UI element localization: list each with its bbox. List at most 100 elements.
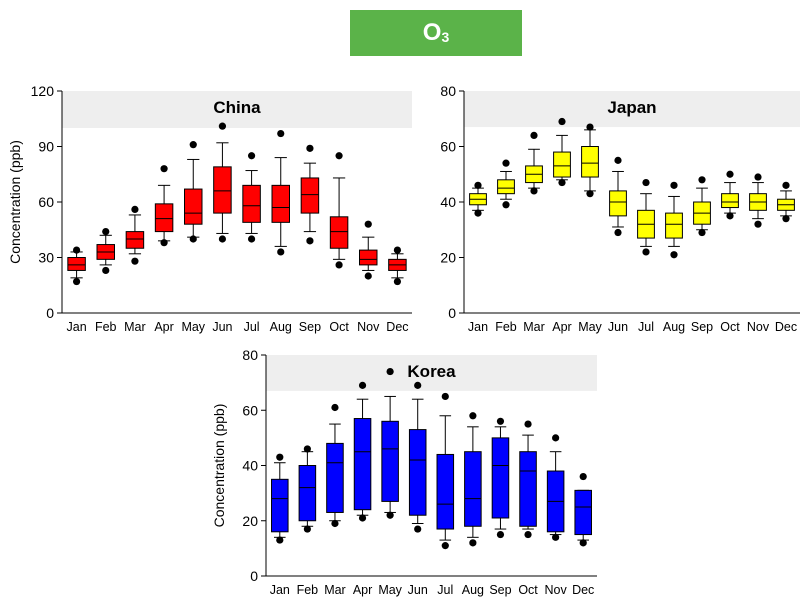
outlier-point [670, 251, 678, 259]
outlier-point [502, 159, 510, 167]
box-iqr [353, 418, 372, 511]
box-jun [609, 156, 627, 237]
outlier-point [474, 209, 482, 217]
box-nov [359, 220, 378, 280]
outlier-point [131, 257, 139, 265]
box-nov [749, 173, 767, 228]
outlier-point [306, 237, 314, 245]
outlier-point [335, 261, 343, 269]
box-iqr [408, 429, 427, 516]
outlier-point [469, 539, 477, 547]
x-tick-label: Sep [489, 583, 511, 597]
x-tick-label: Apr [353, 583, 372, 597]
outlier-point [331, 519, 339, 528]
outlier-point [277, 248, 285, 256]
box-iqr [574, 489, 592, 536]
x-tick-label: Dec [775, 320, 797, 334]
box-iqr [154, 203, 174, 233]
pollutant-subscript: 3 [441, 29, 450, 45]
x-tick-label: May [181, 320, 205, 334]
x-tick-label: Oct [329, 320, 349, 334]
outlier-point [579, 539, 587, 547]
outlier-point [306, 144, 314, 152]
outlier-point [218, 235, 227, 243]
outlier-point [670, 181, 678, 189]
box-iqr [491, 437, 510, 519]
x-tick-label: Nov [747, 320, 770, 334]
chart-title: China [213, 98, 261, 117]
box-may [184, 141, 203, 243]
outlier-point [614, 228, 622, 237]
y-axis-label: Concentration (ppb) [211, 404, 227, 528]
outlier-point [102, 228, 110, 236]
chart-title: Japan [607, 98, 656, 117]
box-iqr [125, 231, 145, 249]
box-oct [519, 420, 537, 539]
box-jul [436, 392, 455, 550]
outlier-point [358, 381, 367, 389]
outlier-point [393, 246, 402, 254]
highlight-band [266, 355, 597, 391]
box-oct [721, 170, 739, 220]
box-iqr [665, 212, 683, 239]
box-feb [96, 228, 115, 275]
x-tick-label: Apr [552, 320, 571, 334]
outlier-point [614, 156, 622, 164]
x-tick-label: Aug [462, 583, 484, 597]
outlier-point [276, 536, 284, 544]
outlier-point [160, 239, 168, 247]
x-tick-label: Apr [154, 320, 173, 334]
y-tick-label: 20 [242, 513, 258, 529]
outlier-point [441, 542, 449, 550]
highlight-band [62, 91, 412, 128]
outlier-point [698, 176, 706, 184]
box-dec [777, 181, 795, 223]
outlier-point [131, 205, 139, 213]
outlier-point [331, 403, 339, 412]
box-jan [271, 453, 289, 544]
outlier-point [552, 533, 560, 541]
box-iqr [497, 179, 515, 195]
outlier-point [642, 248, 650, 256]
x-tick-label: Jul [244, 320, 260, 334]
x-tick-label: Nov [357, 320, 380, 334]
y-axis-label: Concentration (ppb) [7, 140, 23, 264]
outlier-point [530, 131, 538, 139]
outlier-point [335, 152, 343, 160]
box-sep [300, 144, 320, 245]
y-tick-label: 40 [440, 194, 456, 210]
japan-box-chart: 0 20 40 60 80 Japan Jan Feb Mar Apr May Jun Jul Aug Se… [440, 83, 800, 334]
box-iqr [581, 146, 599, 178]
outlier-point [189, 141, 197, 149]
x-tick-label: Feb [297, 583, 319, 597]
box-sep [693, 176, 711, 237]
x-tick-label: Jan [270, 583, 290, 597]
outlier-point [102, 266, 110, 275]
box-jan [469, 181, 487, 217]
outlier-point [72, 277, 81, 286]
outlier-point [754, 220, 762, 228]
box-iqr [326, 442, 344, 513]
outlier-point [303, 525, 311, 533]
x-tick-label: Feb [95, 320, 117, 334]
box-apr [154, 165, 174, 247]
pollutant-label: O [422, 19, 442, 46]
box-mar [525, 131, 543, 195]
outlier-point [524, 420, 532, 428]
x-tick-label: Sep [691, 320, 713, 334]
outlier-point [414, 525, 422, 533]
box-nov [546, 434, 565, 541]
outlier-point [160, 165, 168, 173]
box-dec [574, 472, 592, 547]
box-jul [242, 152, 261, 243]
box-jun [408, 381, 427, 533]
y-tick-label: 80 [440, 83, 456, 99]
box-apr [553, 117, 571, 187]
outlier-point [474, 181, 482, 189]
box-apr [353, 381, 372, 522]
x-tick-label: Nov [545, 583, 568, 597]
y-tick-label: 60 [242, 402, 258, 418]
outlier-point [782, 181, 790, 189]
outlier-point [558, 117, 566, 126]
outlier-point [414, 381, 422, 389]
